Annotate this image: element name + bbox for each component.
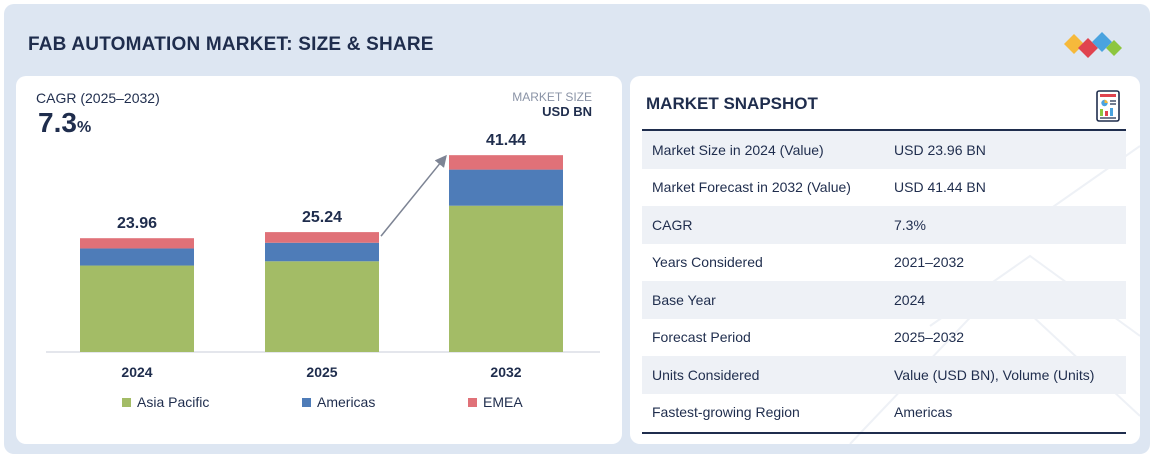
snapshot-row-label: Fastest-growing Region [652,404,800,421]
cagr-unit: % [76,119,92,136]
diamond-cluster-logo-icon [1064,32,1122,58]
snapshot-row-value: 2021–2032 [894,254,965,271]
snapshot-row-value: 2025–2032 [894,329,965,346]
market-size-label: MARKET SIZE [512,90,592,104]
report-document-icon [1096,90,1120,122]
legend-swatch-emea [468,397,477,407]
snapshot-row-label: Forecast Period [652,329,751,346]
snapshot-row-value: 2024 [884,281,1126,319]
snapshot-row: CAGR 7.3% [642,206,1126,244]
snapshot-bottom-rule [642,432,1126,434]
snapshot-title: MARKET SNAPSHOT [646,94,818,113]
snapshot-row: Units Considered Value (USD BN), Volume (… [642,356,1126,394]
bar-segment-asia-pacific-2032 [449,205,563,352]
snapshot-row-value: USD 41.44 BN [894,179,986,196]
legend-label-americas: Americas [317,394,376,410]
snapshot-row: Years Considered 2021–2032 [642,244,1126,282]
bar-total-label: 41.44 [486,132,526,149]
stacked-bar-chart: 23.96 2024 25.24 2025 41.44 2032 [46,132,600,380]
snapshot-row-value: Value (USD BN), Volume (Units) [884,356,1126,394]
legend-label-asia-pacific: Asia Pacific [137,394,210,410]
snapshot-row-label: Years Considered [652,254,763,271]
bar-segment-asia-pacific-2024 [80,265,194,352]
snapshot-row-value: Americas [894,404,953,421]
snapshot-row: Forecast Period 2025–2032 [642,319,1126,357]
x-tick-label: 2032 [490,364,521,380]
bar-segment-americas-2025 [265,242,379,262]
market-snapshot-panel: MARKET SNAPSHOT Market Size in 2024 (Val… [630,76,1140,444]
snapshot-row-value: 7.3% [884,206,1126,244]
snapshot-row-value: USD 23.96 BN [884,131,1126,169]
legend-item-americas: Americas [302,394,375,410]
snapshot-row-label: Units Considered [642,356,884,394]
snapshot-row-label: Market Size in 2024 (Value) [642,131,884,169]
cagr-label: CAGR (2025–2032) [36,90,160,106]
bar-segment-emea-2024 [80,238,194,249]
snapshot-row: Base Year 2024 [642,281,1126,319]
legend-swatch-asia-pacific [122,397,131,407]
bar-total-label: 23.96 [117,215,157,232]
bar-total-label: 25.24 [302,209,342,226]
snapshot-row: Market Size in 2024 (Value) USD 23.96 BN [642,131,1126,169]
cagr-number: 7.3 [38,107,77,138]
legend-item-asia-pacific: Asia Pacific [122,394,209,410]
legend-label-emea: EMEA [483,394,523,410]
snapshot-row-label: Market Forecast in 2032 (Value) [652,179,851,196]
page-title: FAB AUTOMATION MARKET: SIZE & SHARE [28,34,434,55]
bar-segment-americas-2032 [449,169,563,206]
legend-item-emea: EMEA [468,394,523,410]
x-tick-label: 2025 [306,364,337,380]
bar-segment-asia-pacific-2025 [265,261,379,352]
x-tick-label: 2024 [121,364,152,380]
snapshot-table: Market Size in 2024 (Value) USD 23.96 BN M… [642,131,1126,431]
snapshot-row: Market Forecast in 2032 (Value) USD 41.44… [642,169,1126,207]
cagr-value: 7.3% [38,107,91,139]
bar-segment-emea-2032 [449,155,563,170]
snapshot-row: Fastest-growing Region Americas [642,394,1126,432]
growth-arrow [380,154,447,237]
logo-diamond-green [1106,40,1122,56]
snapshot-top-rule [642,129,1126,131]
legend-swatch-americas [302,397,311,407]
bar-segment-americas-2024 [80,248,194,266]
market-size-unit: USD BN [542,104,592,119]
chart-panel: CAGR (2025–2032) 7.3% MARKET SIZE USD BN… [16,76,622,444]
snapshot-row-label: Base Year [642,281,884,319]
infographic-frame: FAB AUTOMATION MARKET: SIZE & SHARE CAGR… [4,4,1150,454]
bar-segment-emea-2025 [265,232,379,243]
snapshot-row-label: CAGR [642,206,884,244]
